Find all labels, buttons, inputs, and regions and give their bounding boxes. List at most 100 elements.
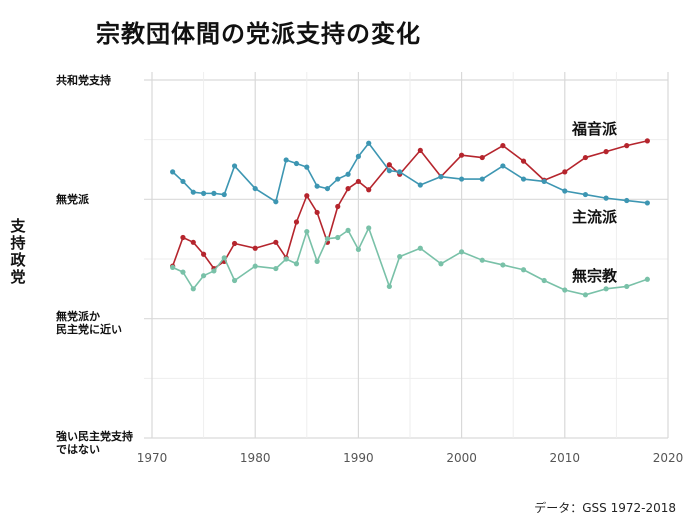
data-point	[190, 286, 196, 292]
data-point	[335, 176, 341, 182]
data-point	[386, 283, 392, 290]
data-point	[644, 276, 650, 282]
data-point	[273, 239, 279, 245]
data-point	[304, 164, 310, 170]
data-point	[417, 182, 423, 188]
data-point	[201, 251, 207, 257]
data-point	[438, 261, 444, 267]
data-point	[562, 169, 568, 175]
data-point	[273, 199, 279, 205]
x-tick-label: 2020	[653, 451, 684, 465]
data-point	[366, 187, 372, 193]
data-point	[221, 255, 227, 261]
data-point	[314, 183, 320, 189]
data-point	[231, 277, 238, 284]
data-point	[500, 163, 506, 169]
data-point	[603, 195, 609, 201]
data-point	[180, 234, 186, 241]
x-tick-label: 1980	[240, 451, 271, 465]
data-point	[314, 209, 320, 216]
data-point	[190, 189, 196, 195]
data-point	[417, 245, 423, 251]
data-point	[397, 254, 403, 260]
data-point	[520, 158, 527, 164]
y-category-label-lean-democrat: 無党派か 民主党に近い	[56, 310, 122, 336]
data-point	[520, 267, 527, 273]
data-point	[355, 246, 361, 253]
data-point	[624, 143, 630, 149]
data-point	[231, 240, 238, 247]
data-point	[541, 178, 547, 185]
data-point	[644, 138, 650, 144]
x-tick-label: 1970	[137, 451, 168, 465]
data-point	[459, 176, 465, 182]
data-point	[180, 178, 186, 185]
data-point	[335, 234, 341, 241]
data-point	[624, 197, 630, 204]
data-point	[459, 249, 465, 255]
data-point	[582, 292, 589, 298]
data-point	[314, 258, 320, 264]
series-line-2	[172, 142, 648, 204]
data-point	[500, 262, 506, 268]
data-point	[293, 219, 300, 225]
series-label-2: 主流派	[572, 208, 618, 226]
data-point	[438, 174, 444, 180]
data-point	[324, 185, 331, 192]
data-point	[397, 169, 403, 175]
series-label-1: 福音派	[571, 120, 618, 138]
data-point	[252, 245, 258, 251]
data-point	[293, 160, 300, 167]
data-point	[170, 264, 176, 270]
data-point	[221, 191, 227, 198]
data-point	[644, 200, 650, 206]
data-point	[520, 176, 527, 182]
data-point	[479, 176, 485, 182]
data-point	[345, 227, 351, 233]
data-point	[190, 239, 196, 245]
data-point	[386, 162, 392, 168]
data-point	[283, 256, 289, 262]
data-point	[252, 263, 258, 269]
data-point	[479, 154, 485, 161]
data-point	[479, 257, 485, 263]
data-point	[231, 163, 238, 169]
x-tick-label: 1990	[343, 451, 374, 465]
chart-title: 宗教団体間の党派支持の変化	[96, 20, 421, 48]
data-point	[273, 265, 279, 272]
data-point	[366, 225, 372, 231]
data-point	[304, 193, 310, 199]
data-point	[355, 153, 361, 159]
y-category-label-republican: 共和党支持	[56, 74, 111, 87]
data-point	[386, 168, 392, 174]
data-point	[541, 277, 547, 284]
data-point	[562, 287, 568, 293]
data-source-note: データ：GSS 1972-2018	[534, 501, 676, 515]
data-point	[335, 203, 341, 210]
data-point	[366, 140, 372, 146]
x-tick-label: 2010	[550, 451, 581, 465]
data-point	[345, 185, 351, 192]
data-point	[355, 178, 361, 185]
data-point	[283, 157, 289, 163]
y-axis-title: 支持政党	[8, 218, 28, 286]
data-point	[201, 273, 207, 279]
data-point	[582, 191, 589, 198]
data-point	[417, 147, 423, 154]
y-category-label-independent: 無党派	[56, 193, 89, 206]
x-tick-label: 2000	[446, 451, 477, 465]
data-point	[582, 154, 589, 161]
data-point	[624, 283, 630, 290]
data-point	[345, 171, 351, 177]
data-point	[459, 152, 465, 158]
data-point	[252, 185, 258, 192]
data-point	[201, 190, 207, 196]
data-point	[293, 261, 300, 267]
y-axis-title-text: 支持政党	[10, 217, 26, 286]
series-line-3	[172, 227, 648, 296]
data-point	[180, 269, 186, 275]
data-point	[324, 236, 331, 242]
data-point	[562, 188, 568, 194]
data-point	[603, 286, 609, 292]
